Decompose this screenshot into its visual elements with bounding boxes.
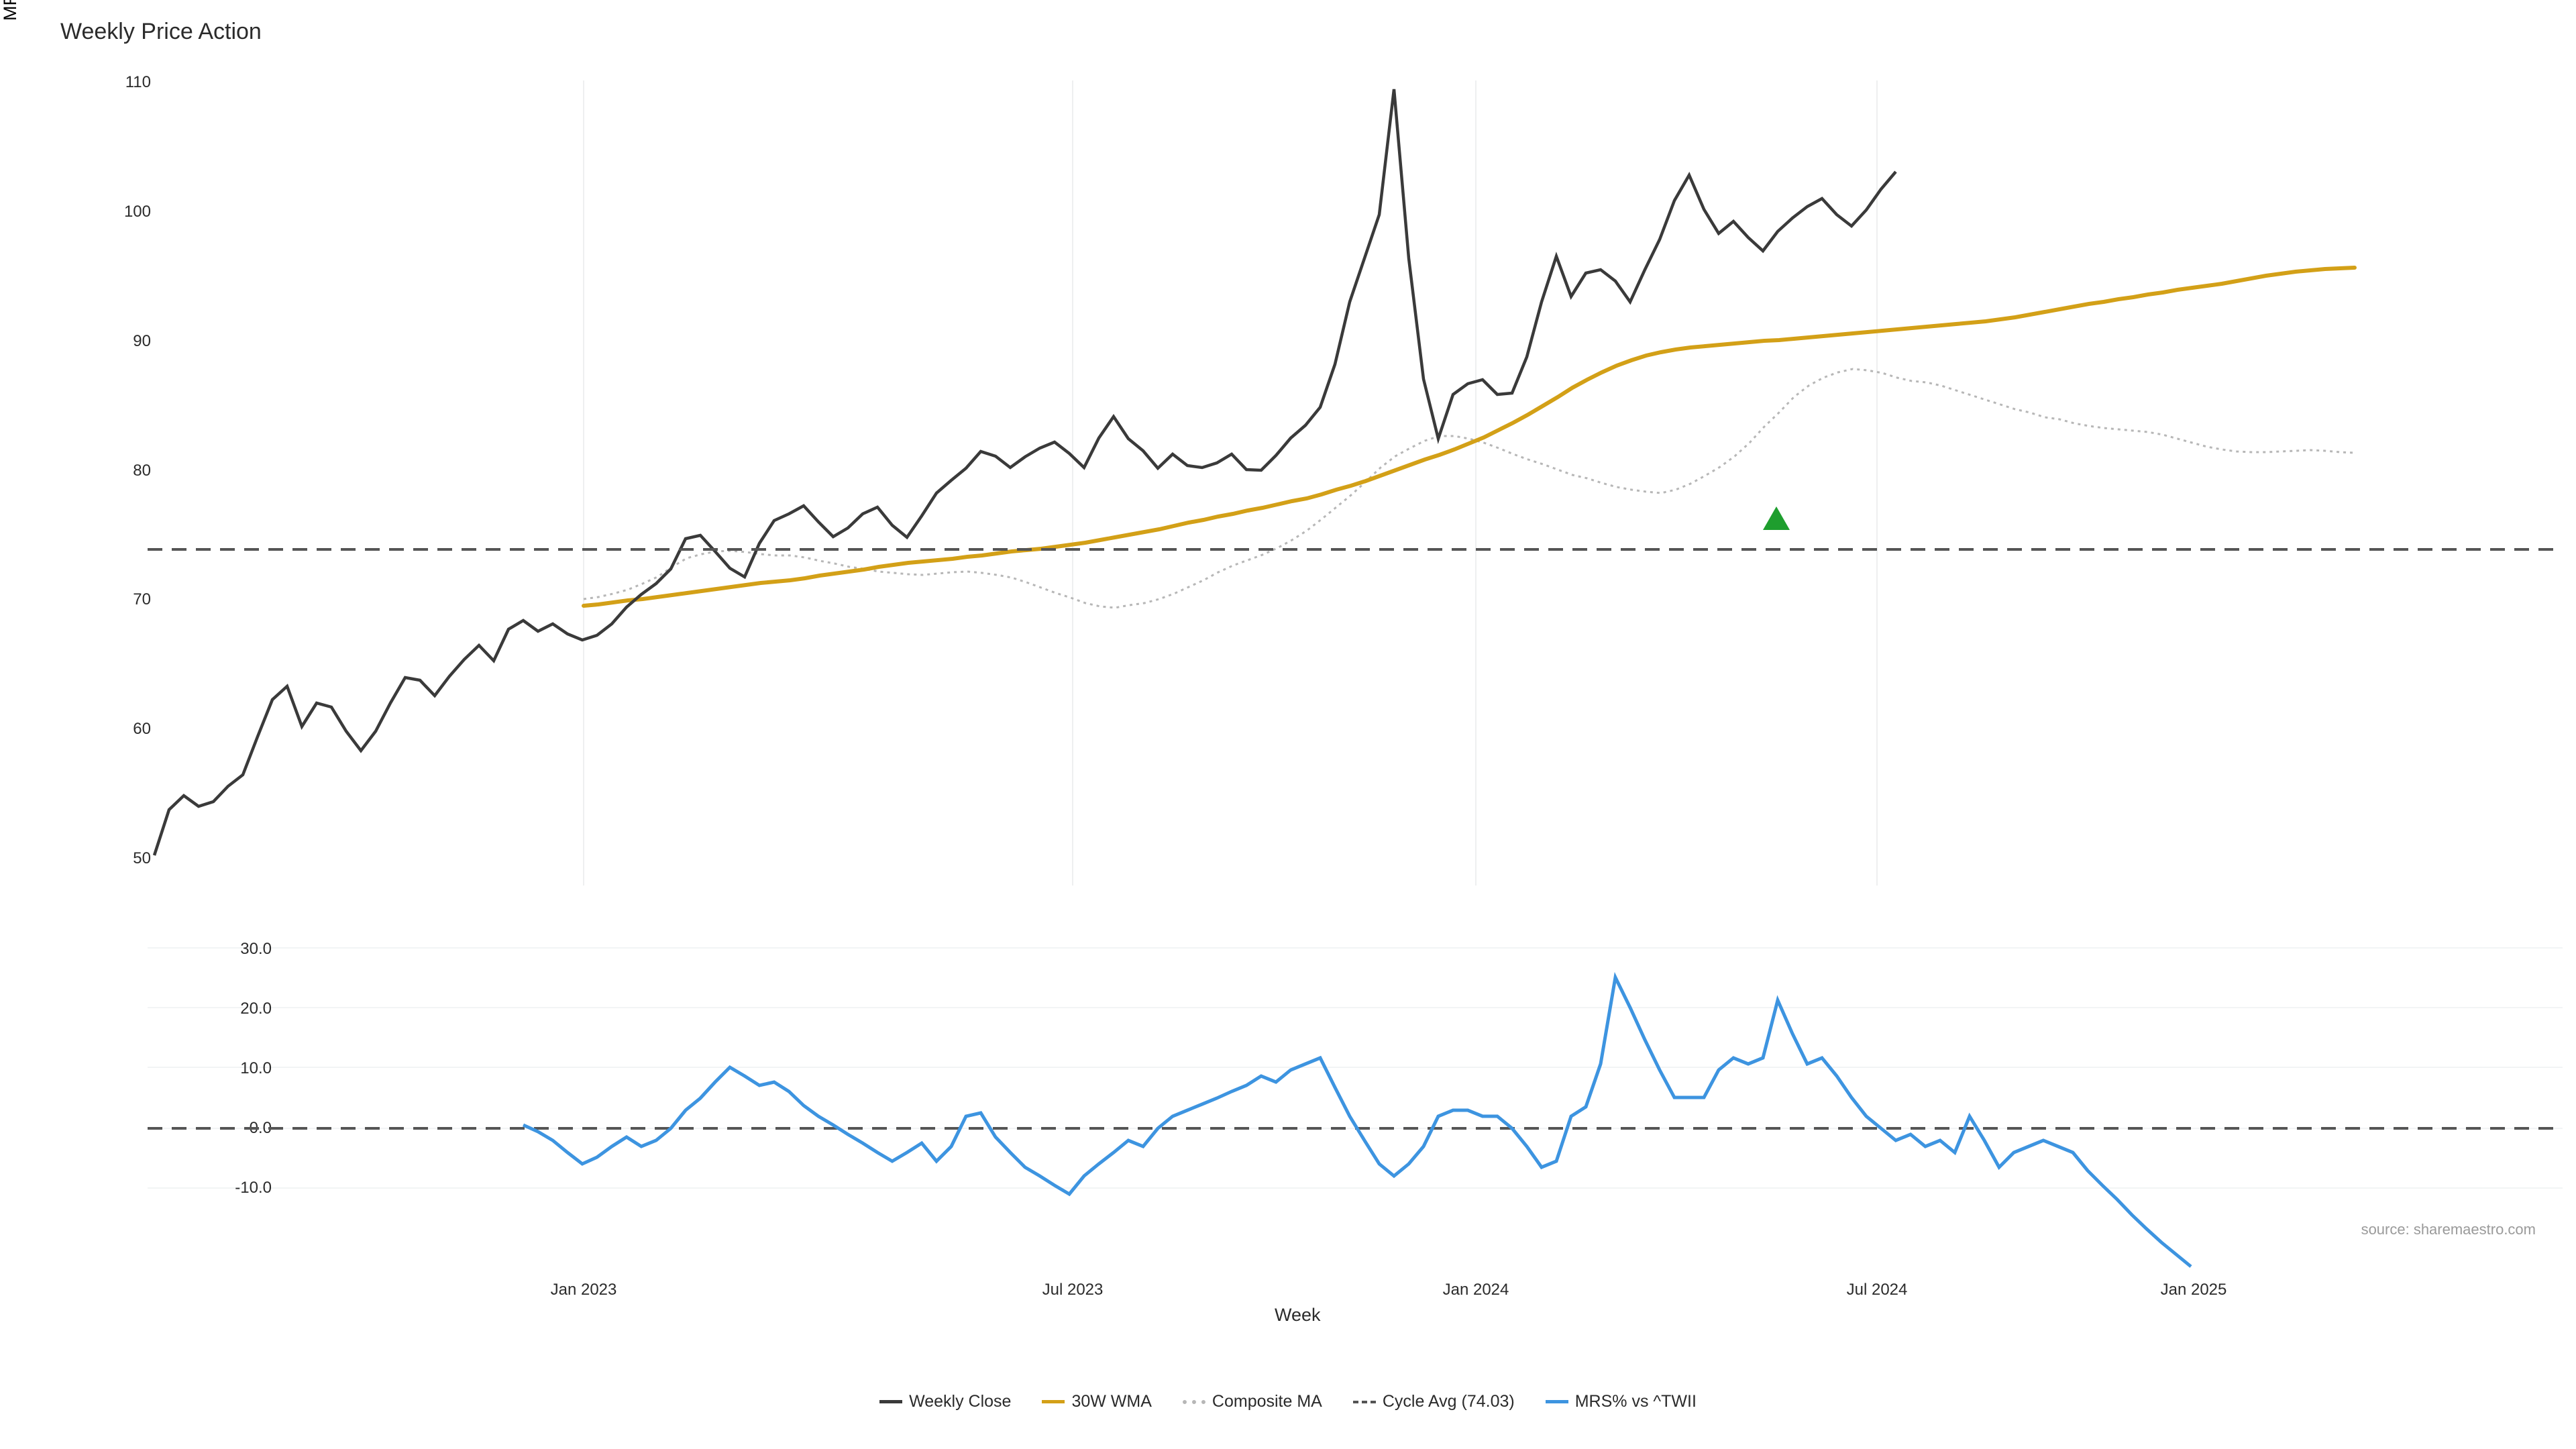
legend-label-composite-ma: Composite MA: [1212, 1392, 1322, 1411]
legend-label-cycle-avg: Cycle Avg (74.03): [1383, 1392, 1515, 1411]
svg-text:Jan 2023: Jan 2023: [551, 1281, 617, 1299]
svg-text:60: 60: [133, 720, 151, 738]
x-axis-ticks: Jan 2023 Jul 2023 Jan 2024 Jul 2024 Jan …: [551, 1281, 2227, 1299]
svg-text:Jan 2025: Jan 2025: [2161, 1281, 2227, 1299]
legend-item-30w-wma[interactable]: 30W WMA: [1042, 1392, 1151, 1411]
legend-swatch-mrs: [1546, 1400, 1568, 1403]
svg-text:-10.0: -10.0: [235, 1179, 272, 1197]
svg-text:20.0: 20.0: [240, 1000, 272, 1018]
svg-text:90: 90: [133, 332, 151, 350]
watermark-text: source: sharemaestro.com: [2361, 1221, 2536, 1238]
svg-text:70: 70: [133, 590, 151, 608]
svg-text:Jul 2023: Jul 2023: [1042, 1281, 1104, 1299]
legend-swatch-composite-ma: [1183, 1400, 1205, 1404]
legend-item-mrs[interactable]: MRS% vs ^TWII: [1546, 1392, 1697, 1411]
x-axis-label: Week: [1275, 1305, 1321, 1326]
svg-text:80: 80: [133, 462, 151, 480]
svg-text:110: 110: [125, 73, 151, 91]
legend-swatch-cycle-avg: [1353, 1401, 1376, 1403]
bottom-panel-gridlines: [148, 948, 2563, 1188]
top-panel-gridlines: [584, 80, 1877, 885]
bottom-panel-ylabel: MRS (%): [0, 0, 21, 21]
legend-label-weekly-close: Weekly Close: [909, 1392, 1011, 1411]
legend-item-composite-ma[interactable]: Composite MA: [1183, 1392, 1322, 1411]
legend-label-mrs: MRS% vs ^TWII: [1575, 1392, 1697, 1411]
svg-text:10.0: 10.0: [240, 1059, 272, 1077]
svg-text:50: 50: [133, 849, 151, 867]
chart-root: Weekly Price Action 110 100 90 80 70 60 …: [0, 0, 2576, 1449]
legend-swatch-weekly-close: [879, 1400, 902, 1403]
legend-swatch-30w-wma: [1042, 1400, 1065, 1403]
svg-text:Jan 2024: Jan 2024: [1443, 1281, 1509, 1299]
legend-label-30w-wma: 30W WMA: [1071, 1392, 1151, 1411]
top-panel-y-ticks: 110 100 90 80 70 60 50: [124, 73, 151, 867]
mrs-line[interactable]: [523, 977, 2191, 1267]
breakout-marker[interactable]: [1763, 506, 1790, 530]
legend-item-cycle-avg[interactable]: Cycle Avg (74.03): [1353, 1392, 1515, 1411]
weekly-close-line[interactable]: [154, 89, 1896, 855]
svg-text:100: 100: [124, 203, 151, 221]
chart-legend: Weekly Close 30W WMA Composite MA Cycle …: [0, 1392, 2576, 1411]
wma-30w-line[interactable]: [584, 268, 2355, 606]
svg-text:Jul 2024: Jul 2024: [1847, 1281, 1908, 1299]
legend-item-weekly-close[interactable]: Weekly Close: [879, 1392, 1011, 1411]
bottom-panel-y-ticks: 30.0 20.0 10.0 0.0 -10.0: [235, 940, 272, 1197]
svg-text:30.0: 30.0: [240, 940, 272, 958]
chart-svg: 110 100 90 80 70 60 50 30.0 20.0: [0, 0, 2576, 1449]
